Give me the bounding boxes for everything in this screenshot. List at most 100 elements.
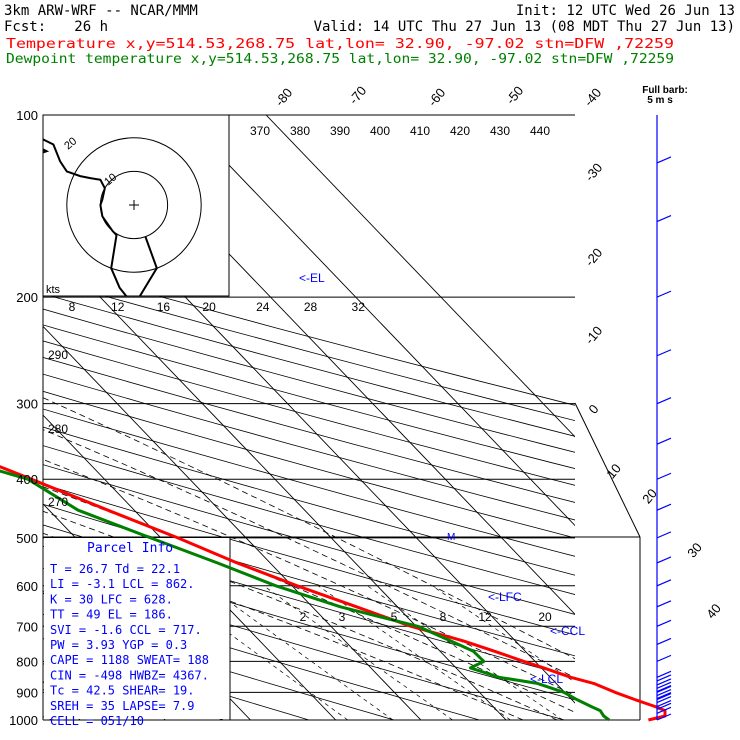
isotherm-label: -70 [346, 83, 370, 107]
wind-barb [656, 437, 672, 445]
isotherm-label: -20 [582, 245, 606, 269]
wind-barb-flag [656, 397, 672, 405]
theta-label: 280 [48, 422, 68, 436]
wind-barb-flag [656, 637, 672, 645]
wind-legend-title: Full barb: [642, 85, 688, 96]
speed-scale-label: 12 [111, 300, 125, 314]
parcel-info-row: SREH = 35 LAPSE= 7.9 [50, 699, 195, 713]
wind-barb-flag [656, 691, 672, 700]
pressure-tick-label: 300 [16, 397, 38, 412]
theta-e-label: 390 [330, 124, 350, 138]
mixing-ratio-label: 5 [391, 610, 398, 624]
mixing-ratio-line [367, 585, 563, 720]
theta-label: 270 [48, 495, 68, 509]
wind-barb [656, 674, 672, 686]
theta-e-label: 370 [250, 124, 270, 138]
wind-barb-flag [656, 713, 672, 721]
isotherm-label: -10 [582, 323, 606, 347]
wind-barb [656, 579, 672, 587]
wind-barb [656, 702, 672, 714]
wind-barb-flag [656, 156, 672, 164]
isotherm-line [265, 115, 575, 438]
hodograph-trace [43, 138, 158, 296]
mixing-ratio-line [207, 585, 394, 720]
dry-adiabat-line [43, 445, 575, 595]
wind-barb [656, 472, 672, 480]
theta-e-label: 400 [370, 124, 390, 138]
parcel-info-row: PW = 3.93 YGP = 0.3 [50, 638, 187, 652]
wind-barb [656, 637, 672, 645]
wind-barb [656, 531, 672, 539]
wind-legend-unit: 5 m s [647, 95, 673, 106]
isotherm-label: -50 [503, 83, 527, 107]
dry-adiabat-line [43, 464, 575, 615]
hodograph-ring [66, 137, 202, 273]
mixing-ratio-line [263, 585, 453, 720]
model-title: 3km ARW-WRF -- NCAR/MMM [4, 3, 198, 19]
isotherm-line [43, 414, 337, 720]
dry-adiabat-line [43, 613, 396, 720]
wind-barb-flag [656, 619, 672, 627]
mixing-ratio-label: 3 [339, 610, 346, 624]
isotherm-line [43, 236, 507, 720]
forecast-label: Fcst: [4, 19, 46, 35]
wind-barb-flag [656, 654, 672, 662]
hodograph-unit-label: kts [46, 284, 61, 296]
dry-adiabat-line [43, 590, 481, 720]
wind-barb [656, 654, 672, 662]
wind-barb-flag [656, 706, 672, 714]
profiles [0, 465, 667, 722]
wind-barb-flag [656, 702, 672, 710]
dry-adiabat-line [43, 293, 575, 437]
theta-label: 290 [48, 348, 68, 362]
dry-adiabat-line [43, 263, 575, 406]
wind-barb [656, 556, 672, 564]
wind-barb-flag [656, 674, 672, 682]
wind-barb [656, 691, 672, 708]
parcel-info-row: CIN = -498 HWBZ= 4367. [50, 668, 209, 682]
wind-barb-flag [656, 699, 672, 708]
speed-scale-label: 32 [352, 300, 366, 314]
wind-barb [656, 349, 672, 357]
isotherm-label: -30 [582, 160, 606, 184]
wind-barb [656, 619, 672, 627]
isotherm-label: 10 [603, 461, 624, 482]
wind-barb [656, 713, 672, 721]
wind-barb [656, 214, 672, 223]
pressure-tick-label: 600 [16, 579, 38, 594]
parcel-info-row: LI = -3.1 LCL = 862. [50, 577, 195, 591]
isotherm-label: -80 [272, 85, 296, 109]
pressure-tick-label: 700 [16, 619, 38, 634]
wind-barb-flag [656, 670, 672, 678]
parcel-info-row: K = 30 LFC = 628. [50, 592, 173, 606]
wind-barb-flag [656, 692, 672, 701]
wind-barb [656, 600, 672, 608]
dewpoint-profile [0, 469, 611, 722]
theta-e-label: 430 [490, 124, 510, 138]
init-time: Init: 12 UTC Wed 26 Jun 13 [516, 3, 735, 19]
mixing-ratio-label: 2 [300, 610, 307, 624]
wind-barb [656, 397, 672, 405]
temperature-legend-line: Temperature x,y=514.53,268.75 lat,lon= 3… [6, 37, 674, 52]
isotherm-label: 0 [585, 402, 601, 417]
parcel-info-background [44, 538, 230, 719]
parcel-info-row: T = 26.7 Td = 22.1 [50, 562, 180, 576]
wind-barb [656, 681, 672, 693]
mixing-ratio-line [318, 585, 511, 720]
parcel-info-row: Tc = 42.5 SHEAR= 19. [50, 684, 195, 698]
mixing-ratio-label: 8 [440, 610, 447, 624]
dry-adiabat-line [43, 308, 575, 453]
wind-barb-flag [656, 472, 672, 480]
wind-barb-flag [656, 681, 672, 689]
dry-adiabat-line [43, 483, 575, 636]
speed-scale-label: 8 [69, 300, 76, 314]
mixing-ratio-label: 20 [538, 610, 552, 624]
wind-barb [656, 684, 672, 701]
dry-adiabat-line [43, 503, 575, 657]
wind-barb-flag [656, 600, 672, 608]
wind-barb-flag [656, 503, 672, 511]
wind-barb-flag [656, 695, 672, 704]
